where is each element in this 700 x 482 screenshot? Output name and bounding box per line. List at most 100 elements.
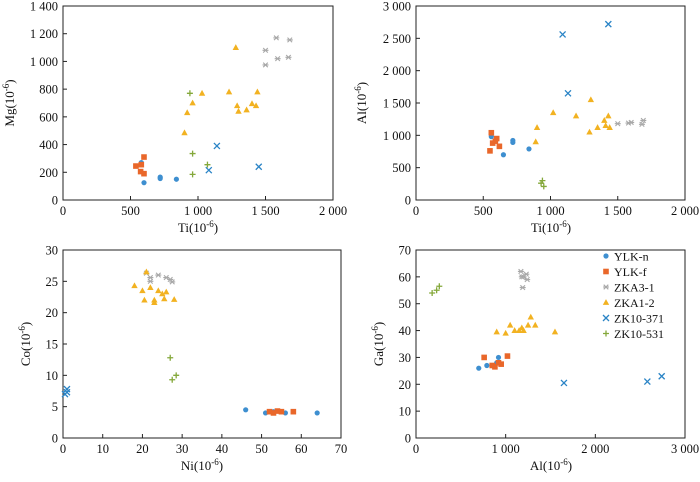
legend-marker xyxy=(603,330,609,337)
legend-marker xyxy=(603,253,609,259)
series-zk10-371 xyxy=(560,372,666,387)
data-point xyxy=(549,109,557,116)
series-zka3-1 xyxy=(262,35,293,68)
y-tick-label: 60 xyxy=(399,270,412,284)
data-point xyxy=(155,272,162,278)
series-zk10-531 xyxy=(186,90,211,178)
data-point xyxy=(137,168,144,175)
series-zka3-1 xyxy=(143,270,176,285)
data-point xyxy=(243,106,250,113)
series-zka1-2 xyxy=(181,44,261,136)
panel-mg-vs-ti: 0 500 1 000 1 500 2 000 0 200 400 600 800 1 000 1 2… xyxy=(1,0,347,235)
legend-item-ylk-f: YLK-f xyxy=(603,265,647,279)
data-point xyxy=(436,283,443,290)
data-point xyxy=(524,276,531,283)
y-tick-label: 50 xyxy=(399,297,412,311)
y-tick-label: 3 000 xyxy=(383,0,411,14)
data-point xyxy=(532,321,539,328)
legend-item-zk10-371: ZK10-371 xyxy=(602,312,664,326)
x-tick-label: 10 xyxy=(96,442,109,456)
y-tick-label: 15 xyxy=(46,338,59,352)
data-point xyxy=(147,278,154,285)
series-ylk-f xyxy=(481,353,511,370)
y-tick-label: 0 xyxy=(405,194,411,208)
data-point xyxy=(314,410,320,416)
legend-marker xyxy=(602,314,610,322)
data-point xyxy=(205,166,213,174)
data-point xyxy=(186,90,193,97)
y-axis-label: Al(10-6) xyxy=(353,82,369,124)
data-point xyxy=(520,327,527,333)
data-point xyxy=(496,143,503,150)
x-tick-label: 1 000 xyxy=(492,442,520,456)
y-tick-label: 0 xyxy=(405,432,411,446)
data-point xyxy=(572,112,580,119)
data-point xyxy=(255,163,263,171)
y-axis-label: Co(10-6) xyxy=(17,322,33,366)
y-tick-label: 30 xyxy=(399,351,412,365)
y-tick-label: 0 xyxy=(52,432,58,446)
data-point xyxy=(510,139,516,146)
data-point xyxy=(614,121,621,127)
y-tick-label: 20 xyxy=(46,306,59,320)
data-point xyxy=(243,407,249,413)
x-axis-label: Ni(10-6) xyxy=(181,457,223,473)
y-tick-label: 400 xyxy=(39,138,58,152)
data-point xyxy=(254,88,261,95)
data-point xyxy=(605,112,612,119)
series-zka3-1 xyxy=(517,268,531,291)
data-point xyxy=(141,180,147,186)
plot-frame xyxy=(415,249,686,439)
legend-item-ylk-n: YLK-n xyxy=(603,250,649,264)
series-zk10-531 xyxy=(429,283,443,296)
series-ylk-f xyxy=(487,129,503,154)
data-point xyxy=(163,288,170,295)
legend-item-zka1-2: ZKA1-2 xyxy=(602,296,655,310)
data-point xyxy=(492,364,498,370)
data-point xyxy=(141,296,148,303)
data-point xyxy=(559,30,567,38)
y-tick-label: 600 xyxy=(39,110,58,124)
data-point xyxy=(262,62,269,68)
data-point xyxy=(604,20,612,28)
y-tick-label: 1 000 xyxy=(30,55,58,69)
legend-marker xyxy=(603,284,609,290)
x-tick-label: 0 xyxy=(413,204,419,218)
data-point xyxy=(155,287,162,294)
data-point xyxy=(601,117,608,123)
x-tick-label: 70 xyxy=(335,442,348,456)
data-point xyxy=(484,362,490,369)
data-point xyxy=(511,327,518,333)
legend-label: ZKA3-1 xyxy=(614,281,655,295)
data-point xyxy=(498,361,504,367)
data-point xyxy=(274,408,281,414)
data-point xyxy=(504,353,511,359)
y-tick-label: 0 xyxy=(52,194,58,208)
legend-label: ZK10-531 xyxy=(614,327,664,341)
data-point xyxy=(286,37,293,43)
y-tick-label: 40 xyxy=(399,324,412,338)
data-point xyxy=(147,284,154,290)
data-point xyxy=(594,124,601,130)
series-zk10-371 xyxy=(61,385,71,398)
legend-label: ZK10-371 xyxy=(614,312,664,326)
data-point xyxy=(63,385,71,393)
data-point xyxy=(133,163,139,169)
y-tick-label: 800 xyxy=(39,83,58,97)
data-point xyxy=(232,44,239,50)
data-point xyxy=(493,135,500,142)
data-point xyxy=(527,313,534,320)
series-zka1-2 xyxy=(532,96,613,145)
data-point xyxy=(524,321,532,328)
y-tick-label: 30 xyxy=(46,244,59,258)
legend-label: YLK-f xyxy=(614,265,647,279)
data-point xyxy=(161,295,168,302)
data-point xyxy=(532,138,539,145)
data-point xyxy=(481,354,487,361)
legend-marker xyxy=(602,299,610,305)
data-point xyxy=(628,119,635,126)
data-point xyxy=(278,408,285,415)
y-tick-label: 70 xyxy=(399,244,412,258)
x-tick-label: 2 000 xyxy=(581,442,609,456)
panel-co-vs-ni: 0 10 20 30 40 50 60 70051015202530Ni(10-6)Co(10… xyxy=(17,244,347,474)
